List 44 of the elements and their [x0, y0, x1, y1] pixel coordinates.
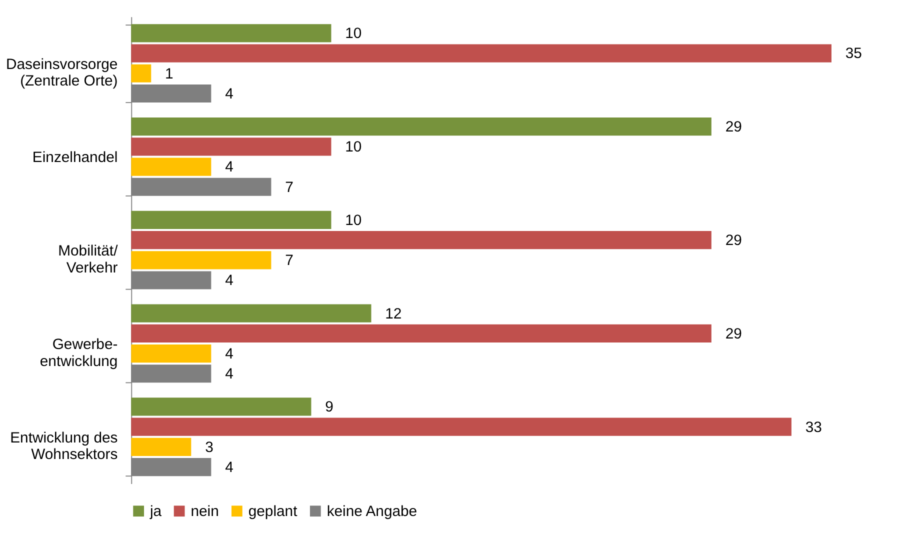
data-label: 1 [165, 66, 174, 82]
bar [131, 251, 272, 270]
data-label: 29 [725, 326, 742, 342]
data-label: 10 [345, 212, 362, 229]
bar [131, 398, 312, 416]
data-label: 33 [805, 420, 822, 436]
data-label: 4 [225, 160, 234, 176]
y-tick-label: Daseinsvorsorge (Zentrale Orte) [6, 56, 118, 90]
data-label: 10 [345, 26, 362, 42]
y-tick-label: Gewerbe- entwicklung [40, 336, 118, 370]
bar [131, 138, 332, 156]
y-tick-label: Entwicklung des Wohnsektors [10, 430, 118, 464]
data-label: 4 [225, 273, 234, 290]
data-label: 7 [285, 253, 294, 270]
bar [131, 210, 332, 229]
bar [131, 117, 712, 136]
data-label: 29 [725, 232, 742, 249]
data-label: 4 [225, 346, 234, 362]
legend-label: keine Angabe [326, 504, 418, 520]
data-label: 12 [385, 306, 402, 322]
bar [131, 418, 792, 436]
bar [131, 438, 192, 456]
y-tick-label: Mobilität/ Verkehr [58, 244, 119, 276]
legend-label: geplant [248, 504, 298, 520]
data-label: 4 [225, 366, 234, 383]
bar [131, 324, 712, 342]
bar [131, 304, 372, 322]
data-label: 3 [205, 440, 214, 456]
bar [131, 44, 832, 62]
bar [131, 158, 212, 176]
bar [131, 24, 332, 42]
bar [131, 64, 152, 82]
data-label: 7 [285, 180, 294, 196]
legend-label: ja [149, 504, 162, 520]
data-label: 29 [725, 120, 742, 136]
bar [131, 230, 712, 250]
legend-label: nein [190, 504, 219, 520]
data-label: 35 [845, 46, 862, 62]
data-label: 4 [225, 460, 234, 476]
data-label: 4 [225, 86, 234, 102]
data-label: 10 [345, 140, 362, 156]
y-tick-label: Einzelhandel [32, 150, 118, 166]
bar [131, 344, 212, 363]
data-label: 9 [325, 400, 334, 416]
